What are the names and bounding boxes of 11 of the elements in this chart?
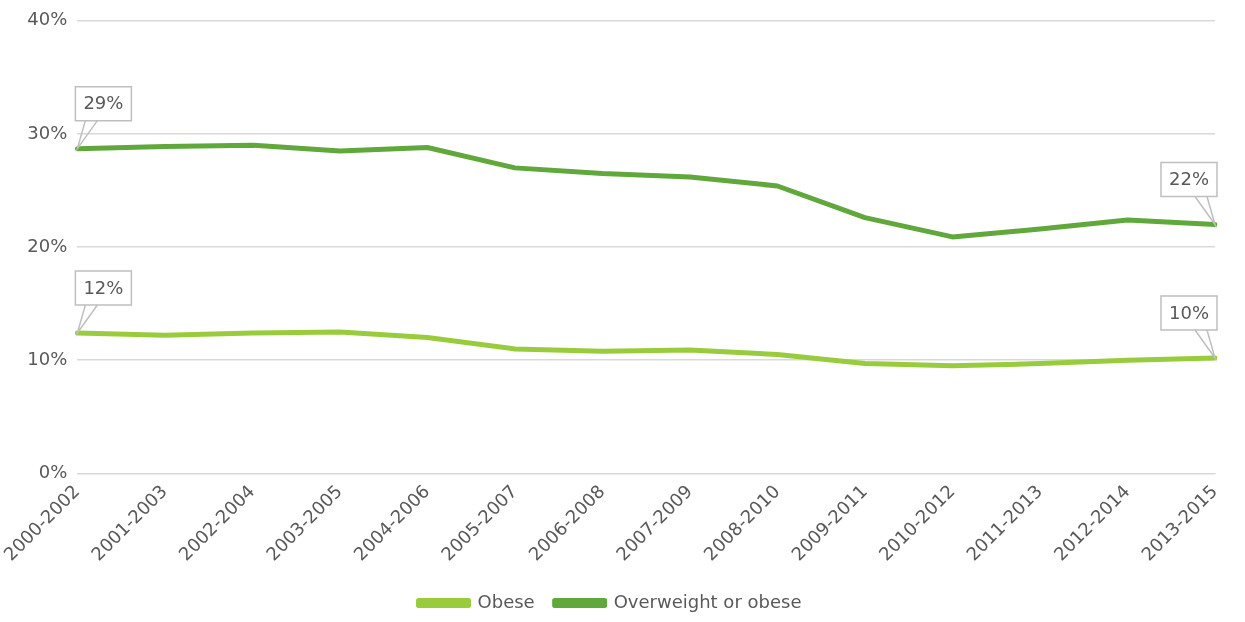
y-tick-label: 0% <box>38 461 68 483</box>
annotation: 10% <box>1168 301 1209 323</box>
y-tick-label: 20% <box>27 234 68 256</box>
legend-label: Obese <box>477 590 535 612</box>
y-tick-label: 40% <box>27 8 68 30</box>
annotation: 22% <box>1168 168 1209 190</box>
y-tick-label: 10% <box>27 347 68 369</box>
annotation: 12% <box>83 276 124 298</box>
y-tick-label: 30% <box>27 121 68 143</box>
legend-label: Overweight or obese <box>613 590 802 612</box>
annotation: 29% <box>83 92 124 114</box>
